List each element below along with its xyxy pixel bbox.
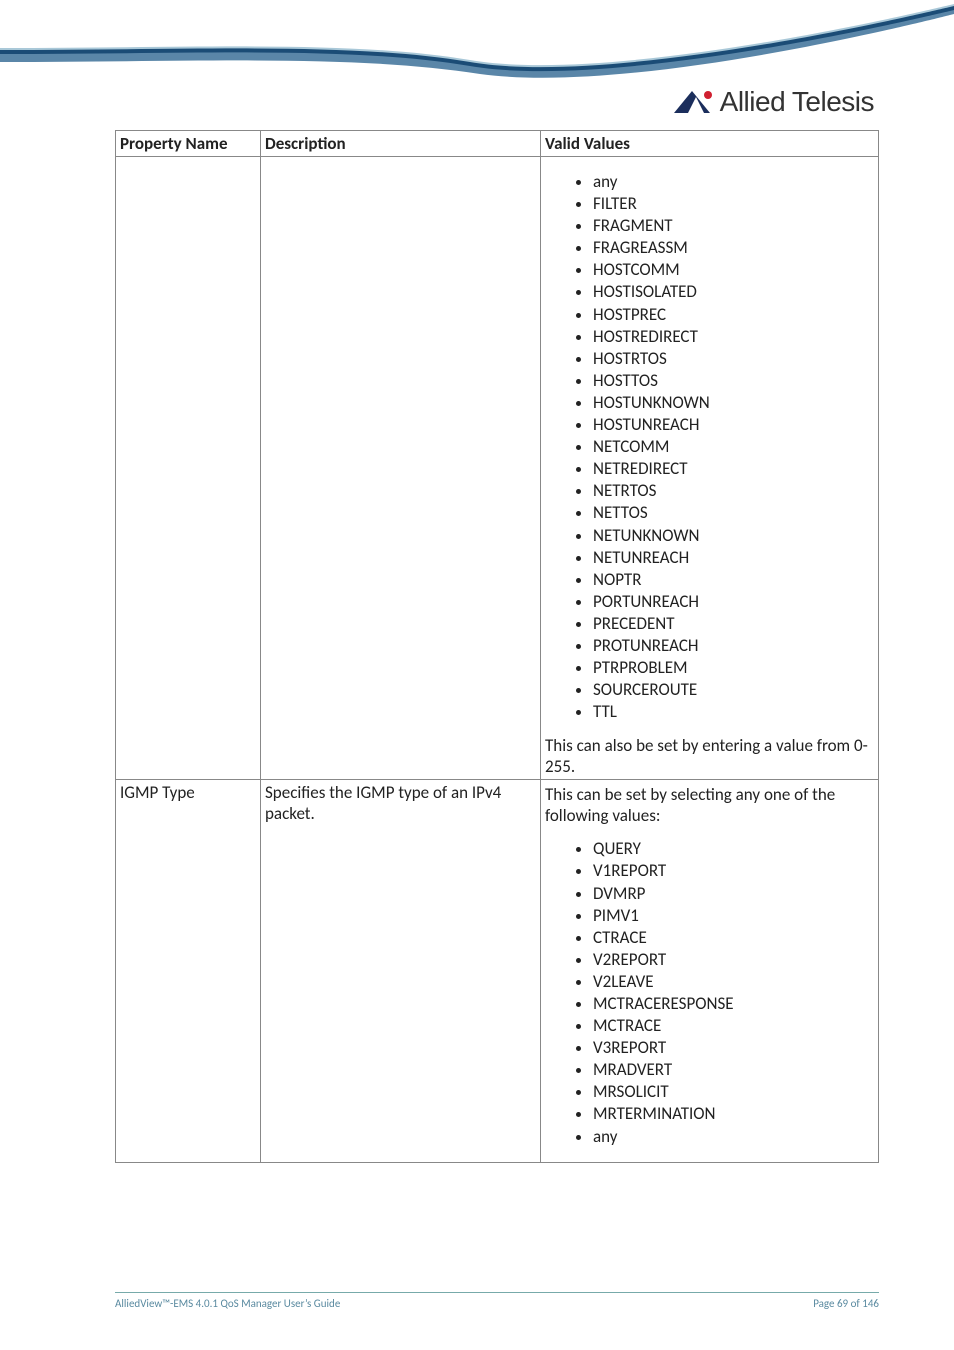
value-item: CTRACE bbox=[593, 927, 874, 949]
values-intro: This can be set by selecting any one of … bbox=[545, 784, 874, 826]
value-item: SOURCEROUTE bbox=[593, 679, 874, 701]
properties-table: Property Name Description Valid Values a… bbox=[115, 130, 879, 1163]
value-item: NETREDIRECT bbox=[593, 458, 874, 480]
value-item: HOSTUNKNOWN bbox=[593, 392, 874, 414]
value-item: MCTRACERESPONSE bbox=[593, 993, 874, 1015]
value-item: PIMV1 bbox=[593, 905, 874, 927]
value-item: NETUNKNOWN bbox=[593, 525, 874, 547]
table-row: anyFILTERFRAGMENTFRAGREASSMHOSTCOMMHOSTI… bbox=[116, 157, 879, 780]
brand-logo: Allied Telesis bbox=[670, 86, 874, 118]
value-item: FILTER bbox=[593, 193, 874, 215]
value-item: TTL bbox=[593, 701, 874, 723]
value-item: any bbox=[593, 1126, 874, 1148]
col-header-valid-values: Valid Values bbox=[541, 131, 879, 157]
value-item: PTRPROBLEM bbox=[593, 657, 874, 679]
value-item: FRAGREASSM bbox=[593, 237, 874, 259]
value-item: NETUNREACH bbox=[593, 547, 874, 569]
col-header-property: Property Name bbox=[116, 131, 261, 157]
value-item: NETRTOS bbox=[593, 480, 874, 502]
value-item: MRSOLICIT bbox=[593, 1081, 874, 1103]
value-item: HOSTCOMM bbox=[593, 259, 874, 281]
value-item: MCTRACE bbox=[593, 1015, 874, 1037]
value-item: NETCOMM bbox=[593, 436, 874, 458]
value-item: V1REPORT bbox=[593, 860, 874, 882]
cell-valid-values: This can be set by selecting any one of … bbox=[541, 780, 879, 1162]
brand-text: Allied Telesis bbox=[720, 86, 874, 118]
value-item: MRTERMINATION bbox=[593, 1103, 874, 1125]
table-header-row: Property Name Description Valid Values bbox=[116, 131, 879, 157]
table-row: IGMP TypeSpecifies the IGMP type of an I… bbox=[116, 780, 879, 1162]
value-item: NETTOS bbox=[593, 502, 874, 524]
value-item: V2LEAVE bbox=[593, 971, 874, 993]
footer-left: AlliedView™-EMS 4.0.1 QoS Manager User’s… bbox=[115, 1297, 340, 1310]
value-item: PROTUNREACH bbox=[593, 635, 874, 657]
value-item: any bbox=[593, 171, 874, 193]
value-item: HOSTRTOS bbox=[593, 348, 874, 370]
footer-right: Page 69 of 146 bbox=[813, 1297, 879, 1310]
cell-description bbox=[261, 157, 541, 780]
value-item: V2REPORT bbox=[593, 949, 874, 971]
page-footer: AlliedView™-EMS 4.0.1 QoS Manager User’s… bbox=[115, 1292, 879, 1310]
cell-description: Specifies the IGMP type of an IPv4 packe… bbox=[261, 780, 541, 1162]
values-list: QUERYV1REPORTDVMRPPIMV1CTRACEV2REPORTV2L… bbox=[545, 838, 874, 1147]
value-item: HOSTPREC bbox=[593, 304, 874, 326]
values-outro: This can also be set by entering a value… bbox=[545, 735, 874, 777]
value-item: FRAGMENT bbox=[593, 215, 874, 237]
cell-valid-values: anyFILTERFRAGMENTFRAGREASSMHOSTCOMMHOSTI… bbox=[541, 157, 879, 780]
value-item: MRADVERT bbox=[593, 1059, 874, 1081]
value-item: HOSTTOS bbox=[593, 370, 874, 392]
brand-mark-icon bbox=[670, 87, 714, 117]
value-item: V3REPORT bbox=[593, 1037, 874, 1059]
value-item: PRECEDENT bbox=[593, 613, 874, 635]
cell-property: IGMP Type bbox=[116, 780, 261, 1162]
value-item: QUERY bbox=[593, 838, 874, 860]
value-item: DVMRP bbox=[593, 883, 874, 905]
value-item: HOSTUNREACH bbox=[593, 414, 874, 436]
value-item: NOPTR bbox=[593, 569, 874, 591]
cell-property bbox=[116, 157, 261, 780]
page-content: Property Name Description Valid Values a… bbox=[115, 130, 879, 1163]
value-item: HOSTREDIRECT bbox=[593, 326, 874, 348]
values-list: anyFILTERFRAGMENTFRAGREASSMHOSTCOMMHOSTI… bbox=[545, 171, 874, 723]
col-header-description: Description bbox=[261, 131, 541, 157]
value-item: HOSTISOLATED bbox=[593, 281, 874, 303]
value-item: PORTUNREACH bbox=[593, 591, 874, 613]
